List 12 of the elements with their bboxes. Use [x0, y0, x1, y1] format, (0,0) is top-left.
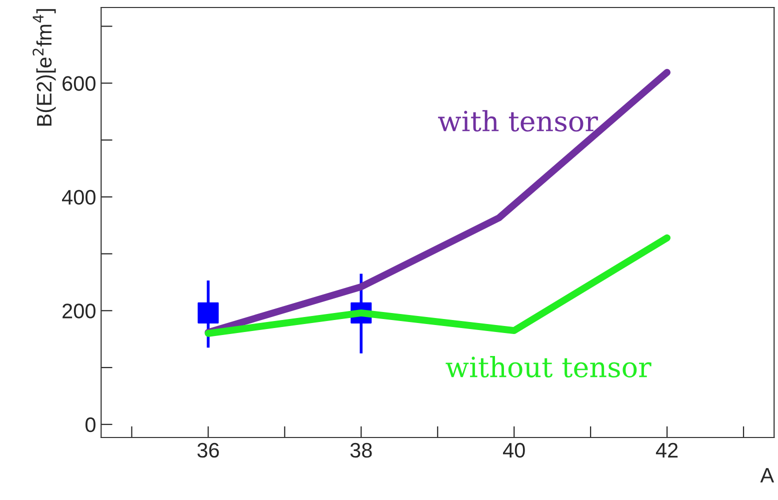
- x-tick-label: 42: [656, 442, 678, 458]
- y-tick-label: 400: [62, 190, 96, 205]
- y-tick-label: 0: [86, 417, 96, 432]
- x-tick-label: 36: [197, 442, 219, 458]
- x-tick-label: 40: [502, 442, 525, 458]
- series-label: without tensor: [446, 356, 652, 378]
- series-label: with tensor: [438, 110, 598, 132]
- x-tick-label: 38: [350, 442, 372, 458]
- y-tick-label: 600: [62, 76, 96, 91]
- y-tick-label: 200: [62, 304, 96, 318]
- x-axis-title: A: [760, 468, 774, 482]
- y-axis-title: B(E2)[e$^{2}$fm$^{4}$]: [32, 9, 56, 126]
